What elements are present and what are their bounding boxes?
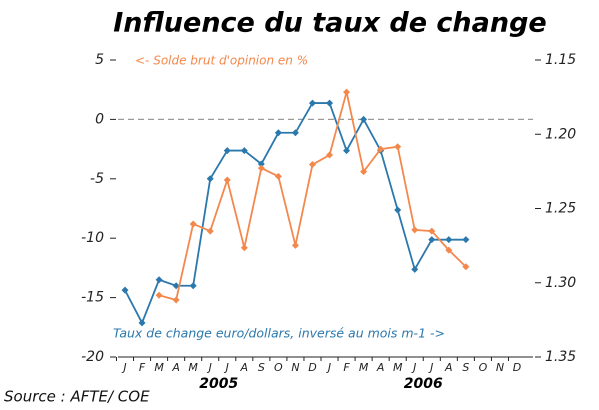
x-tick-label: S [258, 361, 265, 374]
marker [377, 145, 385, 153]
marker [257, 164, 265, 172]
marker [462, 263, 470, 271]
marker [206, 175, 214, 183]
x-tick-label: A [376, 361, 385, 374]
x-tick-label: N [496, 361, 504, 374]
x-tick-label: J [428, 361, 433, 374]
y2-tick-label: 1.15 [545, 52, 576, 68]
x-tick-label: A [240, 361, 249, 374]
marker [189, 282, 197, 290]
marker [240, 244, 248, 252]
marker [121, 286, 129, 294]
x-tick-label: S [462, 361, 469, 374]
marker [291, 241, 299, 249]
marker [445, 236, 453, 244]
x-tick-label: M [359, 361, 369, 374]
y-tick-label: -5 [90, 171, 104, 187]
x-tick-label: O [479, 361, 488, 374]
y2-tick-label: 1.35 [545, 349, 576, 365]
year-label: 2006 [404, 376, 443, 392]
y2-tick-label: 1.30 [545, 275, 576, 291]
marker [445, 246, 453, 254]
year-label: 2005 [199, 376, 238, 392]
y-tick-label: -15 [81, 290, 104, 306]
marker [155, 291, 163, 299]
marker [308, 161, 316, 169]
x-tick-label: A [444, 361, 453, 374]
marker [360, 168, 368, 176]
marker [206, 227, 214, 235]
marker [462, 236, 470, 244]
x-tick-label: J [121, 361, 126, 374]
marker [394, 206, 402, 214]
x-tick-label: J [326, 361, 331, 374]
x-tick-label: F [139, 361, 146, 374]
marker [155, 276, 163, 284]
y2-tick-label: 1.25 [545, 201, 576, 217]
marker [343, 147, 351, 155]
x-tick-label: M [188, 361, 198, 374]
marker [343, 88, 351, 96]
marker [274, 172, 282, 180]
marker [308, 99, 316, 107]
marker [394, 143, 402, 151]
marker [274, 129, 282, 137]
x-tick-label: J [207, 361, 212, 374]
marker [326, 99, 334, 107]
marker [223, 176, 231, 184]
marker [411, 265, 419, 273]
marker [223, 147, 231, 155]
x-tick-label: J [224, 361, 229, 374]
marker [138, 319, 146, 327]
y-tick-label: -10 [81, 230, 104, 246]
marker [428, 236, 436, 244]
marker [428, 227, 436, 235]
source: Source : AFTE/ COE [4, 388, 150, 406]
chart-title: Influence du taux de change [113, 8, 546, 39]
marker [172, 296, 180, 304]
y-tick-label: 0 [95, 111, 104, 127]
right-axis-label: Taux de change euro/dollars, inversé au … [113, 326, 445, 341]
x-tick-label: D [308, 361, 316, 374]
y-tick-label: -20 [81, 349, 104, 365]
marker [360, 115, 368, 123]
marker [291, 129, 299, 137]
y-tick-label: 5 [95, 52, 104, 68]
marker [172, 282, 180, 290]
series-line [158, 91, 467, 302]
x-tick-label: M [154, 361, 164, 374]
y2-tick-label: 1.20 [545, 126, 576, 142]
x-tick-label: N [291, 361, 299, 374]
marker [411, 226, 419, 234]
x-tick-label: A [171, 361, 180, 374]
marker [257, 160, 265, 168]
x-tick-label: J [411, 361, 416, 374]
x-tick-label: F [343, 361, 350, 374]
left-axis-label: <- Solde brut d'opinion en % [135, 54, 308, 68]
x-tick-label: M [393, 361, 403, 374]
x-tick-label: D [513, 361, 521, 374]
marker [240, 147, 248, 155]
marker [189, 220, 197, 228]
x-tick-label: O [274, 361, 283, 374]
marker [326, 151, 334, 159]
